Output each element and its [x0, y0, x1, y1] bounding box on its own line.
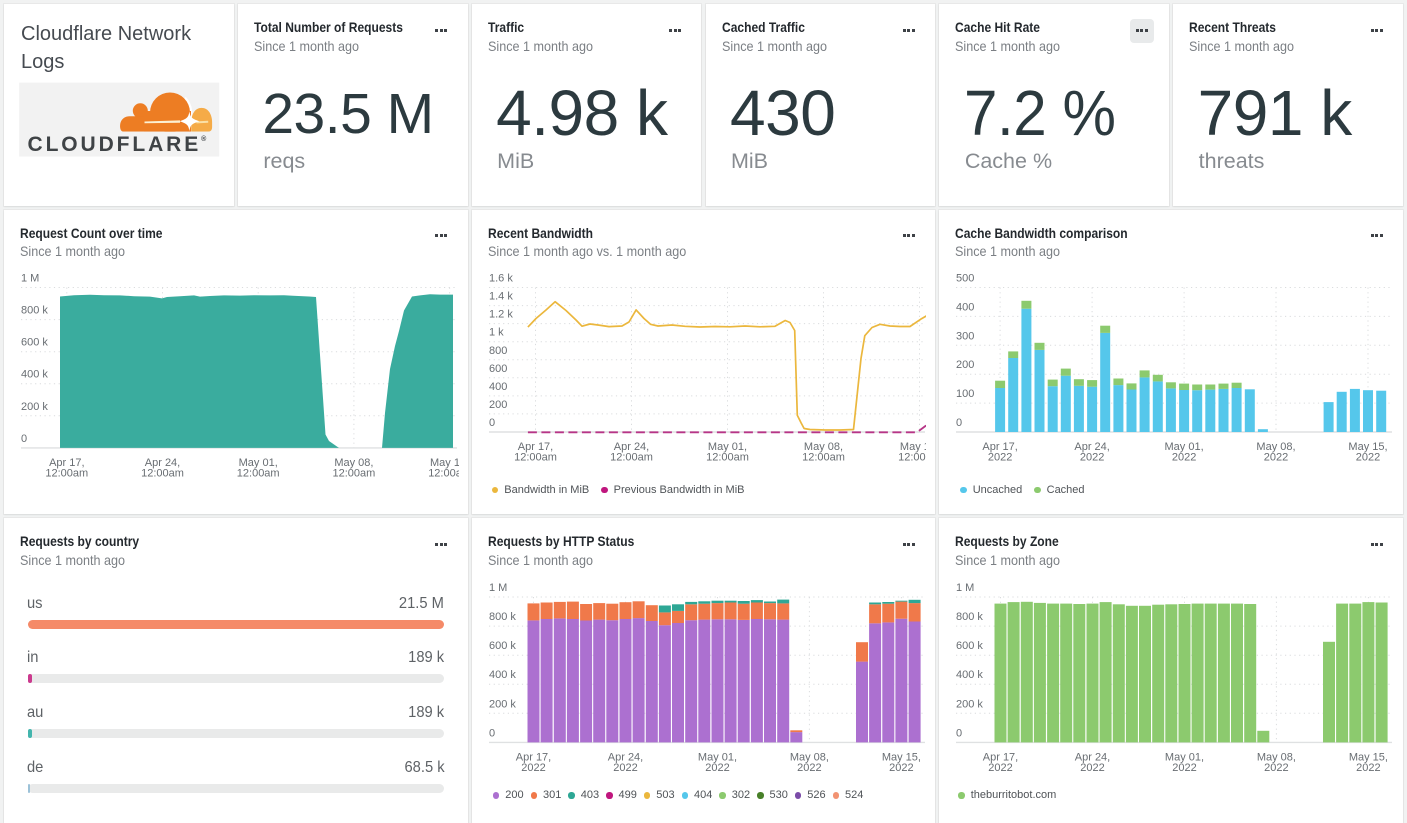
svg-text:12:00am: 12:00am — [706, 451, 749, 463]
svg-text:200 k: 200 k — [21, 400, 48, 412]
svg-text:0: 0 — [956, 727, 962, 739]
svg-text:2022: 2022 — [1264, 451, 1288, 463]
svg-text:Apr 24,: Apr 24, — [607, 751, 642, 763]
svg-text:May 01,: May 01, — [708, 441, 747, 453]
svg-text:Apr 17,: Apr 17, — [983, 751, 1018, 763]
svg-text:2022: 2022 — [988, 451, 1012, 463]
svg-text:May 01,: May 01, — [1165, 751, 1204, 763]
svg-text:12:00am: 12:00am — [610, 451, 653, 463]
svg-text:600 k: 600 k — [489, 640, 516, 652]
svg-text:200: 200 — [956, 359, 974, 371]
svg-text:0: 0 — [956, 417, 962, 429]
svg-text:May 08,: May 08, — [804, 441, 843, 453]
svg-text:Apr 17,: Apr 17, — [515, 751, 550, 763]
svg-text:800 k: 800 k — [956, 611, 983, 623]
svg-text:400: 400 — [489, 380, 507, 392]
svg-text:600 k: 600 k — [956, 640, 983, 652]
svg-text:800 k: 800 k — [21, 304, 48, 316]
svg-text:600: 600 — [489, 362, 507, 374]
svg-text:0: 0 — [489, 727, 495, 739]
svg-text:200 k: 200 k — [956, 698, 983, 710]
svg-text:Apr 24,: Apr 24, — [1075, 751, 1110, 763]
svg-text:Apr 24,: Apr 24, — [613, 441, 648, 453]
svg-text:0: 0 — [21, 432, 27, 444]
svg-text:12:00am: 12:00am — [514, 451, 557, 463]
svg-text:300: 300 — [956, 330, 974, 342]
svg-text:May 15,: May 15, — [1349, 441, 1388, 453]
svg-text:May 15,: May 15, — [1349, 751, 1388, 763]
svg-text:May 15,: May 15, — [430, 456, 458, 468]
svg-text:800: 800 — [489, 344, 507, 356]
svg-text:100: 100 — [956, 388, 974, 400]
svg-text:May 15,: May 15, — [882, 751, 921, 763]
svg-text:2022: 2022 — [1173, 762, 1197, 774]
svg-text:0: 0 — [489, 417, 495, 429]
svg-text:May 01,: May 01, — [698, 751, 737, 763]
svg-text:12:00am: 12:00am — [45, 467, 88, 479]
svg-text:May 15,: May 15, — [900, 441, 927, 453]
svg-text:Apr 24,: Apr 24, — [1075, 441, 1110, 453]
svg-text:2022: 2022 — [521, 762, 545, 774]
svg-text:1 k: 1 k — [489, 326, 504, 338]
svg-text:2022: 2022 — [797, 762, 821, 774]
svg-text:1.6 k: 1.6 k — [489, 272, 513, 284]
svg-text:2022: 2022 — [889, 762, 913, 774]
svg-text:400 k: 400 k — [21, 368, 48, 380]
svg-text:1.2 k: 1.2 k — [489, 308, 513, 320]
svg-text:12:00am: 12:00am — [898, 451, 926, 463]
svg-text:12:00am: 12:00am — [332, 467, 375, 479]
svg-text:May 08,: May 08, — [1257, 751, 1296, 763]
svg-text:May 08,: May 08, — [334, 456, 373, 468]
svg-text:2022: 2022 — [705, 762, 729, 774]
svg-text:Apr 17,: Apr 17, — [983, 441, 1018, 453]
svg-text:2022: 2022 — [989, 762, 1013, 774]
svg-text:800 k: 800 k — [489, 611, 516, 623]
svg-text:12:00am: 12:00am — [141, 467, 184, 479]
svg-text:400: 400 — [956, 301, 974, 313]
svg-text:2022: 2022 — [1080, 451, 1104, 463]
svg-text:May 08,: May 08, — [1257, 441, 1296, 453]
svg-text:2022: 2022 — [1356, 451, 1380, 463]
svg-text:200 k: 200 k — [489, 698, 516, 710]
svg-text:2022: 2022 — [1356, 762, 1380, 774]
svg-text:600 k: 600 k — [21, 336, 48, 348]
svg-text:400 k: 400 k — [956, 669, 983, 681]
svg-text:500: 500 — [956, 272, 974, 284]
svg-text:Apr 17,: Apr 17, — [49, 456, 84, 468]
svg-text:Apr 17,: Apr 17, — [517, 441, 552, 453]
svg-text:200: 200 — [489, 398, 507, 410]
svg-text:May 01,: May 01, — [239, 456, 278, 468]
svg-text:2022: 2022 — [613, 762, 637, 774]
svg-text:May 01,: May 01, — [1165, 441, 1204, 453]
svg-text:1 M: 1 M — [21, 272, 39, 284]
svg-text:2022: 2022 — [1081, 762, 1105, 774]
svg-text:400 k: 400 k — [489, 669, 516, 681]
svg-text:12:00am: 12:00am — [428, 467, 458, 479]
svg-text:1 M: 1 M — [956, 582, 974, 594]
svg-text:12:00am: 12:00am — [237, 467, 280, 479]
svg-text:Apr 24,: Apr 24, — [145, 456, 180, 468]
svg-text:2022: 2022 — [1264, 762, 1288, 774]
svg-text:12:00am: 12:00am — [802, 451, 845, 463]
svg-text:1 M: 1 M — [489, 582, 507, 594]
svg-text:2022: 2022 — [1172, 451, 1196, 463]
svg-text:May 08,: May 08, — [790, 751, 829, 763]
svg-text:1.4 k: 1.4 k — [489, 290, 513, 302]
